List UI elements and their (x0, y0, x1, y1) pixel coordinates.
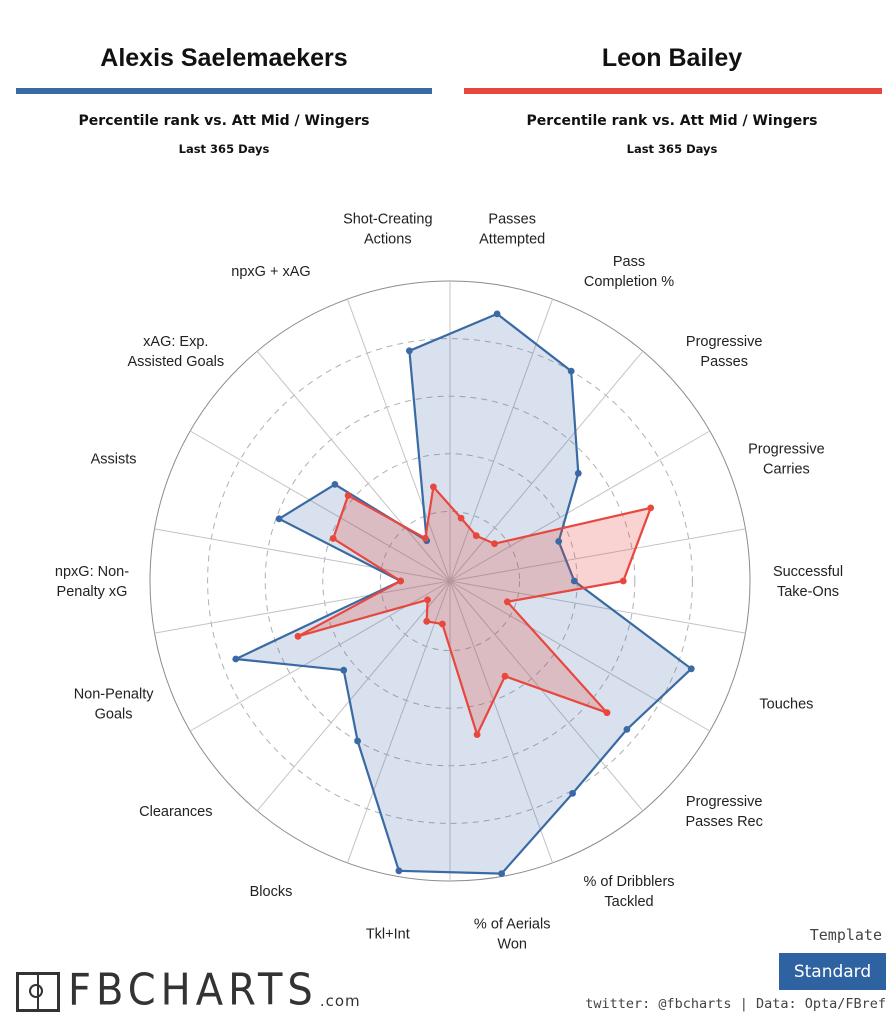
category-label: Progressive Passes (686, 334, 763, 370)
data-point-s1 (567, 367, 575, 375)
category-label: % of Aerials Won (474, 917, 551, 953)
category-label: % of Dribblers Tackled (583, 874, 674, 910)
left-player-name: Alexis Saelemaekers (100, 44, 348, 72)
fbcharts-logo: FBCHARTS .com (16, 968, 361, 1012)
data-credit: twitter: @fbcharts | Data: Opta/FBref (585, 996, 886, 1012)
data-point-s1 (687, 665, 695, 673)
right-color-rule (464, 88, 882, 94)
spoke-line (346, 580, 451, 864)
grid-ring-1 (379, 510, 521, 652)
category-label: Progressive Passes Rec (686, 794, 763, 830)
right-period: Last 365 Days (626, 142, 718, 156)
category-label: npxG: Non-Penalty xG (55, 564, 129, 600)
data-point-s2 (430, 483, 437, 491)
data-point-s2 (473, 731, 481, 738)
data-point-s2 (397, 577, 404, 585)
data-point-s1 (331, 481, 339, 488)
data-point-s1 (574, 469, 582, 477)
category-label: Clearances (139, 804, 212, 820)
spoke-line (449, 350, 644, 582)
data-point-s1 (498, 870, 505, 877)
category-label: Shot-Creating Actions (343, 211, 432, 247)
template-badge[interactable]: Standard (779, 953, 886, 990)
data-point-s1 (570, 577, 578, 585)
data-point-s2 (503, 598, 511, 606)
spoke-line (346, 298, 451, 582)
category-label: Tkl+Int (366, 927, 410, 943)
logo-text: FBCHARTS (68, 965, 318, 1016)
pitch-icon (16, 972, 60, 1012)
spoke-line (189, 430, 451, 582)
category-label: Touches (759, 696, 813, 712)
category-label: Passes Attempted (479, 211, 545, 247)
data-point-s2 (472, 532, 480, 540)
data-point-s2 (491, 540, 498, 548)
category-label: xAG: Exp. Assisted Goals (127, 334, 224, 370)
category-label: Blocks (250, 884, 293, 900)
spoke-line (154, 528, 451, 582)
category-label: npxG + xAG (231, 264, 310, 280)
data-point-s2 (329, 535, 337, 542)
spoke-line (449, 430, 711, 582)
spoke-line (449, 580, 644, 812)
left-subtitle: Percentile rank vs. Att Mid / Wingers (78, 113, 370, 129)
data-point-s1 (406, 347, 413, 355)
data-point-s1 (569, 790, 576, 797)
data-point-s2 (439, 620, 446, 628)
spoke-line (449, 298, 554, 582)
data-point-s1 (354, 737, 361, 745)
right-subtitle: Percentile rank vs. Att Mid / Wingers (526, 113, 818, 129)
data-point-s2 (603, 709, 611, 717)
category-label: Pass Completion % (584, 254, 674, 290)
spoke-line (256, 350, 451, 582)
grid-ring-4 (207, 338, 693, 824)
spoke-line (449, 580, 711, 732)
category-label: Progressive Carries (748, 442, 825, 478)
template-label: Template (809, 926, 882, 944)
data-point-s1 (340, 666, 348, 674)
category-label: Assists (91, 452, 137, 468)
left-period: Last 365 Days (178, 142, 270, 156)
right-player-name: Leon Bailey (601, 44, 743, 72)
data-point-s2 (424, 596, 431, 604)
data-point-s2 (423, 617, 431, 625)
category-label: Non-Penalty Goals (74, 686, 155, 722)
data-point-s2 (619, 577, 627, 585)
data-point-s1 (275, 515, 283, 523)
spoke-line (449, 580, 554, 864)
data-point-s1 (232, 655, 240, 663)
data-point-s1 (623, 726, 631, 733)
left-color-rule (16, 88, 432, 94)
spoke-line (449, 528, 746, 582)
category-label: Successful Take-Ons (773, 564, 843, 600)
spoke-line (154, 580, 451, 634)
spoke-line (256, 580, 451, 812)
data-point-s2 (647, 504, 655, 512)
data-point-s1 (395, 867, 403, 875)
data-point-s2 (501, 672, 509, 680)
data-point-s2 (294, 632, 302, 640)
spoke-line (449, 580, 746, 634)
data-point-s2 (421, 534, 429, 542)
data-point-s2 (457, 514, 465, 522)
logo-suffix: .com (319, 992, 361, 1010)
data-point-s1 (555, 538, 563, 545)
data-point-s1 (493, 310, 501, 318)
data-point-s2 (344, 492, 352, 499)
